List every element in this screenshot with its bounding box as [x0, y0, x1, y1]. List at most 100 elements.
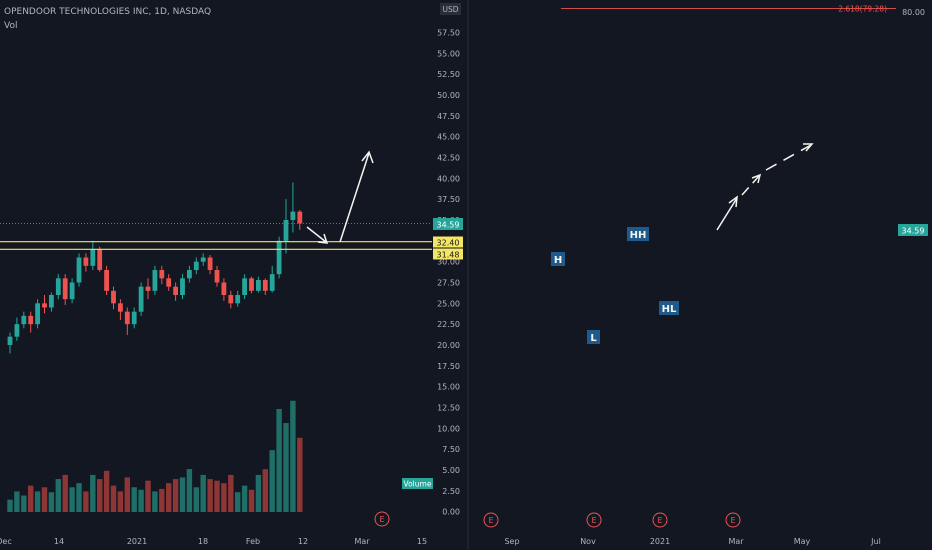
candle: [214, 265, 220, 287]
volume-bar: [34, 491, 41, 512]
volume-bar: [221, 483, 227, 512]
left-price-tick: 20.00: [437, 341, 460, 350]
volume-bar: [193, 487, 199, 512]
left-earnings-marker[interactable]: E: [374, 511, 390, 527]
candle: [55, 274, 61, 300]
left-price-tick: 52.50: [437, 70, 460, 79]
earnings-marker[interactable]: E: [652, 512, 668, 528]
candle: [207, 255, 213, 275]
volume-bar: [145, 480, 151, 512]
left-time-tick: 14: [54, 537, 64, 546]
volume-bar: [69, 487, 75, 512]
volume-bar: [228, 474, 234, 512]
candle: [14, 317, 20, 341]
right-time-tick: 2021: [650, 537, 670, 546]
left-last-price-text: 34.59: [437, 221, 460, 230]
candle: [152, 265, 158, 295]
pattern-label-h: H: [551, 252, 565, 266]
left-time-axis[interactable]: Dec 14 2021 18 Feb 12 Mar 15: [0, 537, 427, 546]
left-price-tick: 42.50: [437, 154, 460, 163]
volume-bar: [186, 469, 193, 512]
right-time-axis[interactable]: Sep Nov 2021 Mar May Jul: [504, 537, 880, 546]
candle: [221, 278, 227, 301]
arrow-1-head: [728, 195, 738, 208]
volume-bar: [117, 491, 124, 512]
volume-bar: [283, 423, 289, 512]
volume-bar: [214, 480, 220, 512]
candle: [187, 265, 192, 283]
left-level-lower-text: 31.48: [437, 251, 460, 260]
volume-bar: [262, 469, 268, 512]
pattern-label-hh: HH: [627, 227, 649, 241]
volume-bar: [55, 479, 61, 512]
candle: [118, 299, 123, 320]
volume-bar: [276, 409, 282, 512]
right-usd-label: USD: [440, 3, 461, 15]
left-price-tick: 2.50: [442, 487, 460, 496]
pattern-l-text: L: [590, 333, 597, 344]
left-price-tick: 5.00: [442, 466, 460, 475]
candle: [28, 311, 34, 333]
right-time-tick: Jul: [870, 537, 881, 546]
earnings-marker[interactable]: E: [725, 512, 741, 528]
volume-bar: [7, 499, 13, 512]
volume-bar: [290, 400, 296, 512]
volume-bar: [248, 489, 255, 512]
volume-bar: [14, 491, 20, 512]
arrow-2-line: [741, 175, 760, 196]
fib-level-label: 2.618(79.28): [838, 5, 887, 14]
candle: [138, 282, 144, 316]
volume-bar: [152, 491, 158, 512]
volume-bar: [269, 450, 275, 512]
candle: [269, 265, 275, 293]
volume-bar: [207, 479, 213, 512]
volume-bar: [90, 474, 96, 512]
left-price-tick: 17.50: [437, 362, 460, 371]
candle: [69, 278, 75, 304]
volume-bar: [166, 483, 172, 512]
candle: [242, 274, 247, 300]
earnings-marker-text: E: [730, 516, 735, 525]
right-price-tick: 80.00: [902, 8, 925, 17]
right-time-tick: May: [794, 537, 811, 546]
left-price-tick: 50.00: [437, 91, 460, 100]
fib-retracement: 2.618(79.28)1.618(53.15)1(37.01)0.786(31…: [561, 5, 896, 14]
earnings-marker[interactable]: E: [586, 512, 602, 528]
candle: [166, 274, 172, 291]
volume-bar: [48, 492, 55, 512]
pattern-label-l: L: [587, 330, 600, 344]
candle: [42, 295, 47, 314]
left-price-tick: 22.50: [437, 320, 460, 329]
candle: [290, 182, 296, 233]
candle: [35, 299, 40, 329]
vol-indicator-label: Vol: [4, 21, 17, 31]
right-time-tick: Mar: [728, 537, 744, 546]
volume-bar: [28, 485, 34, 512]
volume-bar: [131, 487, 137, 512]
pattern-label-hl: HL: [659, 301, 679, 315]
candle: [49, 292, 54, 312]
candle: [145, 278, 151, 300]
candle: [97, 246, 103, 272]
candle: [7, 332, 13, 354]
right-projection-arrows: [716, 143, 814, 231]
volume-bar: [255, 474, 262, 512]
volume-bar: [138, 489, 144, 512]
volume-label-badge: Volume: [402, 478, 433, 489]
right-price-axis[interactable]: 80.0075.0070.0065.0060.0055.0050.0045.00…: [895, 0, 925, 17]
candle: [124, 307, 130, 335]
candle: [262, 278, 268, 295]
arrow-2-head: [751, 173, 762, 184]
volume-bar: [172, 479, 179, 512]
volume-bar: [103, 470, 110, 512]
left-price-tick: 27.50: [437, 279, 460, 288]
left-price-tick: 10.00: [437, 424, 460, 433]
candle: [180, 274, 185, 300]
candle: [276, 236, 282, 279]
pattern-hl-text: HL: [662, 304, 677, 315]
earnings-marker[interactable]: E: [483, 512, 499, 528]
left-volume-bars: [7, 400, 303, 512]
arrow-1-line: [716, 197, 738, 231]
volume-label-text: Volume: [404, 480, 432, 489]
